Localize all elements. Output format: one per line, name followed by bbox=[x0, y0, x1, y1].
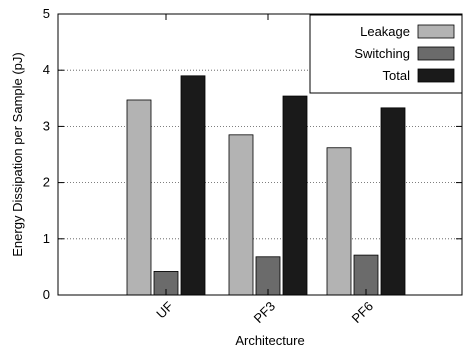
y-tick-label: 1 bbox=[43, 231, 50, 246]
y-tick-label: 0 bbox=[43, 287, 50, 302]
bars bbox=[126, 75, 406, 296]
bar-leakage-pf3 bbox=[228, 134, 254, 296]
x-tick-label: UF bbox=[153, 298, 176, 321]
y-tick-label: 2 bbox=[43, 175, 50, 190]
legend: Leakage Switching Total bbox=[309, 14, 463, 94]
x-tick-label: PF6 bbox=[349, 299, 376, 326]
bar-leakage-pf6 bbox=[326, 147, 352, 296]
y-axis: 0 1 2 3 4 5 bbox=[43, 6, 462, 302]
legend-swatch-leakage bbox=[417, 24, 455, 39]
bar-total-pf3 bbox=[282, 95, 308, 296]
y-axis-title: Energy Dissipation per Sample (pJ) bbox=[10, 52, 25, 256]
legend-swatch-total bbox=[417, 68, 455, 83]
plot-frame bbox=[57, 13, 463, 296]
x-tick-label: PF3 bbox=[251, 299, 278, 326]
legend-label-switching: Switching bbox=[354, 46, 410, 61]
legend-label-total: Total bbox=[383, 68, 411, 83]
bar-total-uf bbox=[180, 75, 206, 296]
bar-switching-pf6 bbox=[353, 254, 379, 296]
y-tick-label: 5 bbox=[43, 6, 50, 21]
legend-swatch-switching bbox=[417, 46, 455, 61]
y-tick-label: 3 bbox=[43, 118, 50, 133]
y-tick-label: 4 bbox=[43, 62, 50, 77]
legend-label-leakage: Leakage bbox=[360, 24, 410, 39]
x-axis-title: Architecture bbox=[235, 333, 304, 348]
bar-total-pf6 bbox=[380, 107, 406, 296]
bar-leakage-uf bbox=[126, 99, 152, 296]
